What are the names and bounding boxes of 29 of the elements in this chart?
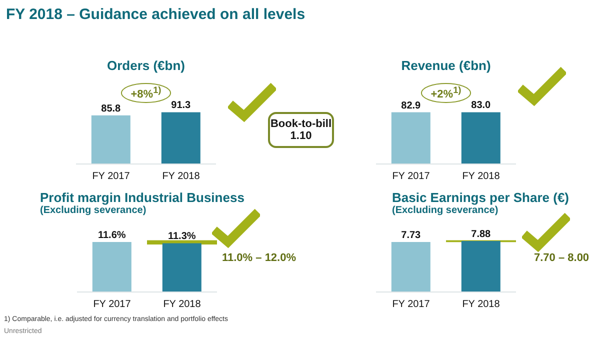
data-label: 91.3 [171, 100, 192, 112]
text: 1.10 [289, 130, 313, 142]
data-label: 85.8 [101, 103, 122, 114]
x-tick-label: FY 2017 [392, 299, 430, 310]
band-label: 7.70 – 8.00 [534, 252, 590, 264]
data-label: 83.0 [471, 100, 492, 112]
data-label: 7.88 [471, 228, 492, 240]
text: Book-to-bill [270, 118, 332, 130]
chart-subtitle: (Excluding severance) [40, 205, 148, 216]
x-tick-label: FY 2018 [162, 171, 200, 182]
x-tick-label: FY 2017 [92, 171, 130, 182]
x-tick-label: FY 2017 [392, 171, 430, 182]
x-tick-label: FY 2018 [163, 299, 202, 310]
chart-subtitle: (Excluding severance) [392, 205, 500, 216]
x-tick-label: FY 2018 [462, 299, 500, 310]
x-tick-label: FY 2017 [93, 299, 132, 310]
band-label: 11.0% – 12.0% [222, 252, 296, 264]
chart-title: Basic Earnings per Share (€) [392, 190, 570, 205]
data-label: 7.73 [401, 230, 422, 241]
text: +2%$^{1)}$ [421, 83, 471, 103]
text: FY 2018 – Guidance achieved on all levels [6, 6, 306, 23]
data-label: 11.3% [168, 231, 196, 242]
data-label: 82.9 [401, 100, 422, 112]
chart-title: Profit margin Industrial Business [40, 190, 244, 205]
data-label: 11.6% [98, 230, 126, 241]
x-tick-label: FY 2018 [462, 171, 500, 182]
text: +8%$^{1)}$ [121, 83, 171, 103]
chart-title: Revenue (€bn) [400, 58, 492, 73]
chart-title: Orders (€bn) [106, 58, 186, 73]
